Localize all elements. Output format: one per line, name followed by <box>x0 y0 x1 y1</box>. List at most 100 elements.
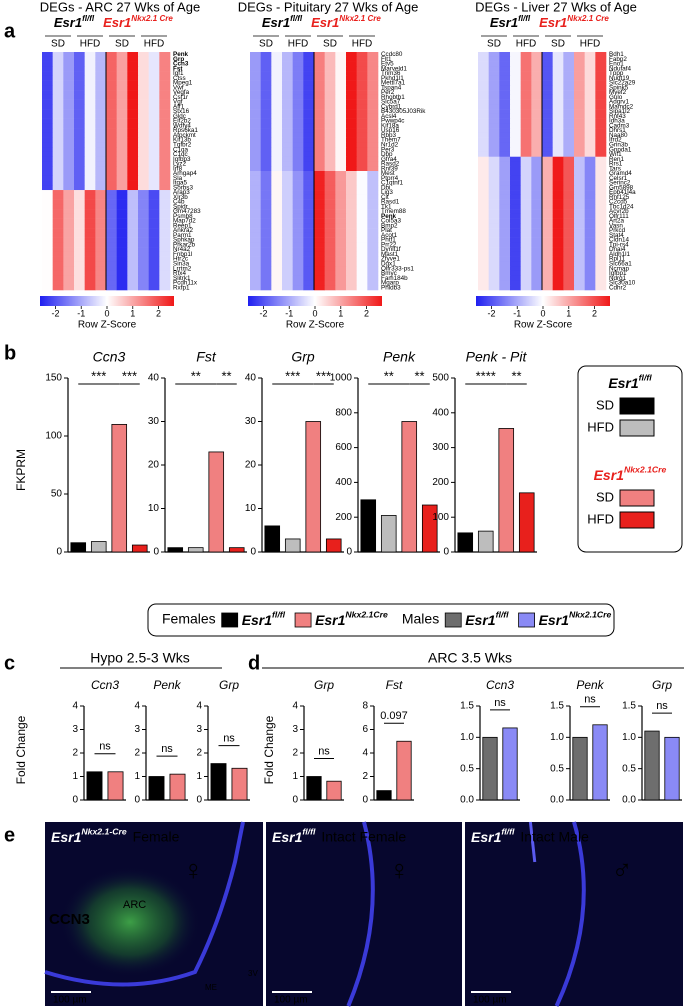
gene-label: Vgf <box>173 99 183 106</box>
heatmap-cell <box>106 242 117 248</box>
heatmap-cell <box>159 80 171 86</box>
bar <box>90 541 107 553</box>
heatmap-cell <box>574 218 585 224</box>
significance-label: ** <box>191 368 201 383</box>
heatmap-cell <box>314 56 325 62</box>
heatmap-cell <box>95 137 107 143</box>
heatmap-cell <box>584 270 596 277</box>
heatmap-cell <box>356 218 368 224</box>
heatmap-cell <box>488 113 500 119</box>
bar <box>482 736 498 801</box>
heatmap-cell <box>324 66 336 72</box>
gene-label: Adgrv1 <box>609 99 629 106</box>
heatmap-cell <box>584 261 596 267</box>
heatmap-cell <box>292 242 304 248</box>
heatmap-cell <box>260 56 272 62</box>
heatmap-cell <box>499 142 511 148</box>
colorbar-tick-label: -2 <box>51 308 59 318</box>
gene-label: Grp <box>173 56 184 63</box>
heatmap-cell <box>563 56 575 62</box>
heatmap-cell <box>520 218 532 224</box>
heatmap-cell <box>292 147 304 153</box>
heatmap-cell <box>510 94 521 100</box>
heatmap-cell <box>488 270 500 277</box>
gene-label: Sorbs3 <box>173 184 193 191</box>
gene-label: Ndrg1 <box>609 275 627 282</box>
heatmap-cell <box>346 190 357 196</box>
heatmap-cell <box>335 171 347 177</box>
heatmap-cell <box>159 270 171 277</box>
gene-label: Xlr3b <box>173 194 188 201</box>
gene-label: Per3 <box>381 146 395 153</box>
heatmap-cell <box>520 142 532 148</box>
heatmap-cell <box>563 199 575 205</box>
heatmap-cell <box>542 209 553 215</box>
gene-label: Prkar2b <box>173 241 196 248</box>
heatmap-cell <box>271 251 283 257</box>
heatmap-cell <box>520 104 532 110</box>
heatmap-cell <box>148 209 160 215</box>
heatmap-cell <box>148 113 160 119</box>
heatmap-cell <box>292 104 304 110</box>
heatmap-cell <box>260 137 272 143</box>
heatmap-cell <box>574 261 585 267</box>
colorbar-label: Row Z-Score <box>514 320 573 331</box>
gene-label: Igfbp1 <box>609 270 627 277</box>
y-tick-label: 0 <box>346 547 352 558</box>
heatmap-cell <box>324 52 336 58</box>
heatmap-cell <box>584 61 596 67</box>
heatmap-cell <box>574 275 585 281</box>
heatmap-cell <box>499 280 511 286</box>
heatmap-cell <box>159 147 171 153</box>
heatmap-cell <box>584 242 596 248</box>
heatmap-cell <box>292 156 304 162</box>
heatmap-cell <box>127 61 139 67</box>
heatmap-cell <box>95 118 107 124</box>
heatmap-cell <box>324 151 336 158</box>
heatmap-cell <box>271 113 283 119</box>
gene-label: Cit <box>381 194 389 201</box>
heatmap-cell <box>499 199 511 205</box>
heatmap-cell <box>138 80 149 86</box>
heatmap-cell <box>510 218 521 224</box>
heatmap-cell <box>499 223 511 229</box>
heatmap-cell <box>74 118 85 124</box>
heatmap-cell <box>106 209 117 215</box>
heatmap-cell <box>563 75 575 81</box>
gene-label: Nudt19 <box>609 75 630 82</box>
heatmap-cell <box>271 213 283 219</box>
heatmap-cell <box>260 132 272 138</box>
gene-label: Tars <box>609 165 621 172</box>
heatmap-cell <box>271 247 283 253</box>
heatmap-cell <box>584 228 596 234</box>
heatmap-cell <box>314 132 325 138</box>
heatmap-cell <box>346 85 357 91</box>
heatmap-cell <box>138 104 149 110</box>
genotype-superscript: fl/fl <box>639 373 653 383</box>
heatmap-cell <box>552 228 564 234</box>
diet-label: SD <box>259 39 273 50</box>
heatmap-cell <box>335 104 347 110</box>
gene-label: Serinc2 <box>609 180 631 187</box>
heatmap-cell <box>138 66 149 72</box>
heatmap-cell <box>563 280 575 286</box>
heatmap-cell <box>324 190 336 196</box>
heatmap-cell <box>478 56 489 62</box>
heatmap-cell <box>367 266 379 272</box>
gene-label: Bmyc <box>381 270 397 277</box>
heatmap-cell <box>346 218 357 224</box>
heatmap-cell <box>159 204 171 210</box>
heatmap-cell <box>116 242 128 248</box>
heatmap-cell <box>324 137 336 143</box>
heatmap-cell <box>531 270 543 277</box>
heatmap-cell <box>292 109 304 115</box>
heatmap-cell <box>314 147 325 153</box>
heatmap-cell <box>116 190 128 196</box>
heatmap-cell <box>552 71 564 77</box>
heatmap-cell <box>367 56 379 62</box>
heatmap-cell <box>356 285 368 291</box>
heatmap-cell <box>520 66 532 72</box>
heatmap-cell <box>367 147 379 153</box>
heatmap-cell <box>563 109 575 115</box>
heatmap-cell <box>335 180 347 186</box>
